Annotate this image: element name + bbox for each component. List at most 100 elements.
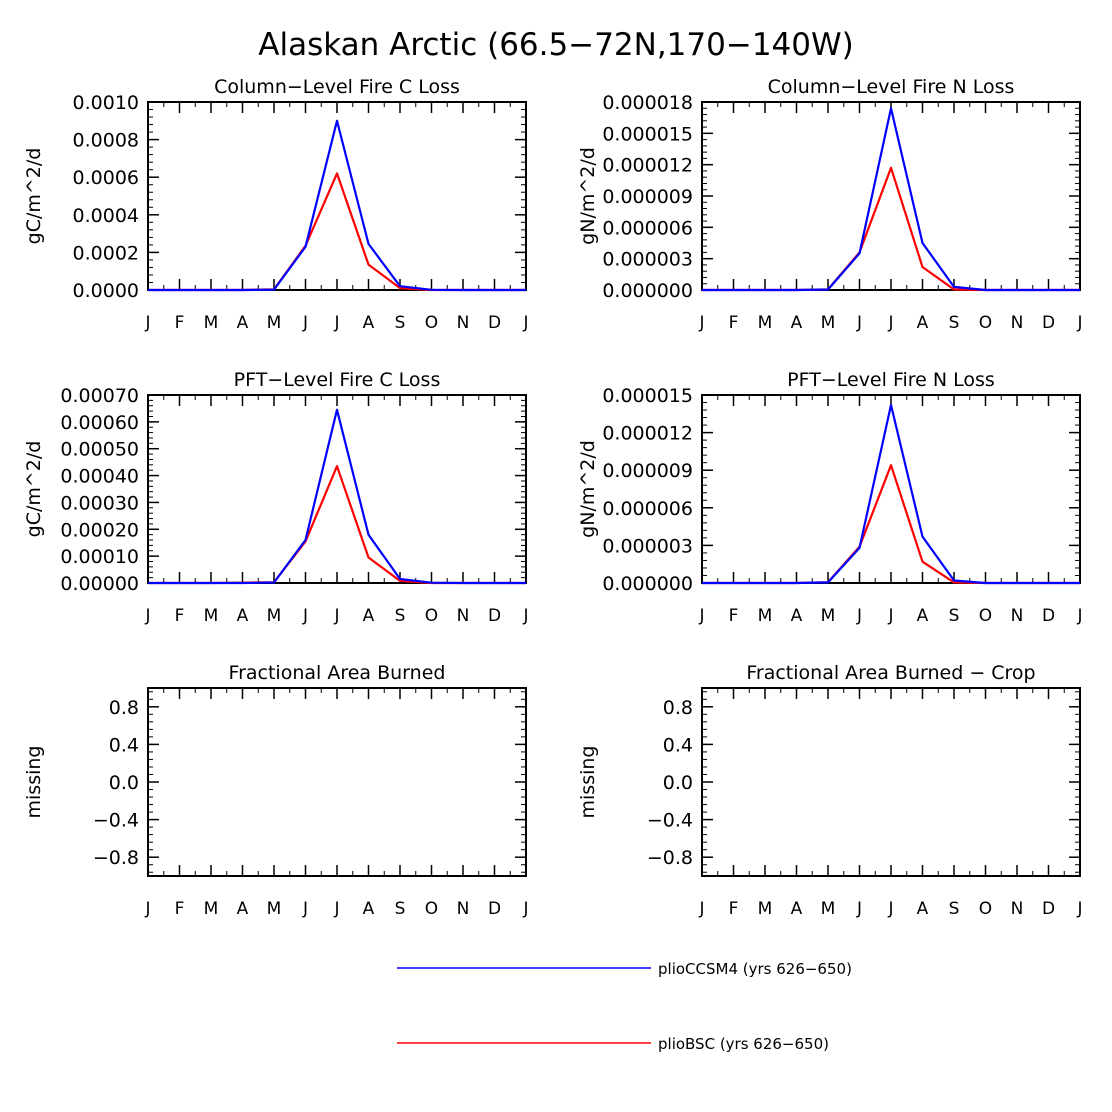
x-tick-label: S [949,313,960,333]
x-tick-label: J [1076,899,1082,919]
x-tick-label: J [887,606,893,626]
x-tick-label: O [979,606,992,626]
y-tick-label: 0.00070 [60,385,139,407]
x-tick-label: M [204,606,219,626]
plot-frame [701,394,1081,584]
legend-entry-2: plioBSC (yrs 626−650) [397,1035,829,1053]
y-tick-label: 0.000009 [602,186,693,208]
plot-frame [701,101,1081,291]
panel-title: Column−Level Fire N Loss [768,76,1015,98]
x-tick-label: A [363,606,375,626]
x-tick-label: J [333,899,339,919]
x-tick-label: A [363,313,375,333]
y-tick-label: 0.8 [663,697,693,719]
x-tick-label: F [729,899,739,919]
y-tick-label: 0.000000 [602,573,693,595]
x-tick-label: D [1042,313,1055,333]
x-tick-label: N [1011,899,1024,919]
panel-title: Column−Level Fire C Loss [214,76,460,98]
x-tick-label: J [302,313,308,333]
y-tick-label: −0.4 [647,810,693,832]
x-tick-label: J [698,606,704,626]
x-tick-label: O [425,899,438,919]
y-axis-label: missing [23,746,45,819]
y-tick-label: 0.0010 [73,92,139,114]
x-tick-label: J [1076,606,1082,626]
series-line-pliocCSM4 [702,403,1080,585]
y-tick-label: 0.00020 [60,519,139,541]
x-tick-label: M [204,899,219,919]
y-tick-label: 0.000018 [602,92,693,114]
plot-frame [147,394,527,584]
y-axis-label: gC/m^2/d [23,148,45,245]
x-tick-label: J [856,606,862,626]
y-tick-label: 0.0008 [73,130,139,152]
figure-title: Alaskan Arctic (66.5−72N,170−140W) [258,27,854,63]
x-tick-label: D [1042,606,1055,626]
x-tick-label: M [758,313,773,333]
series-line-pliobsc [702,464,1080,585]
y-tick-label: 0.000006 [602,217,693,239]
x-tick-label: J [522,899,528,919]
x-tick-label: F [175,313,185,333]
series-line-pliobsc [148,172,526,292]
series-line-pliobsc [702,166,1080,292]
y-tick-label: 0.0 [109,772,139,794]
x-tick-label: M [821,899,836,919]
y-tick-label: 0.0004 [73,205,139,227]
x-tick-label: J [856,899,862,919]
plot-frame [147,101,527,291]
x-tick-label: M [267,313,282,333]
x-tick-label: D [1042,899,1055,919]
x-tick-label: M [204,313,219,333]
panel-title: Fractional Area Burned [229,662,446,684]
x-tick-label: A [363,899,375,919]
y-tick-label: 0.000015 [602,385,693,407]
y-tick-label: −0.8 [93,847,139,869]
y-tick-label: 0.4 [663,734,693,756]
y-axis-label: gN/m^2/d [577,440,599,538]
x-tick-label: F [175,899,185,919]
panel-title: PFT−Level Fire N Loss [787,369,995,391]
x-tick-label: A [791,313,803,333]
series-line-pliocCSM4 [148,408,526,585]
y-tick-label: 0.000012 [602,423,693,445]
x-tick-label: M [267,606,282,626]
x-tick-label: N [1011,606,1024,626]
x-tick-label: A [237,313,249,333]
x-tick-label: J [144,606,150,626]
y-tick-label: 0.00030 [60,492,139,514]
y-axis-label: gN/m^2/d [577,147,599,245]
x-tick-label: F [729,313,739,333]
y-tick-label: 0.000015 [602,123,693,145]
x-tick-label: M [758,899,773,919]
y-tick-label: −0.4 [93,810,139,832]
x-tick-label: D [488,899,501,919]
y-tick-label: 0.8 [109,697,139,719]
x-tick-label: A [237,606,249,626]
y-tick-label: 0.00050 [60,439,139,461]
y-tick-label: −0.8 [647,847,693,869]
panel-title: PFT−Level Fire C Loss [234,369,441,391]
panel-title: Fractional Area Burned − Crop [746,662,1035,684]
x-tick-label: J [698,899,704,919]
x-tick-label: S [949,899,960,919]
y-tick-label: 0.000000 [602,280,693,302]
y-tick-label: 0.4 [109,734,139,756]
y-tick-label: 0.0002 [73,242,139,264]
legend-label: plioCCSM4 (yrs 626−650) [658,960,852,978]
x-tick-label: O [425,606,438,626]
series-line-pliocCSM4 [702,107,1080,292]
x-tick-label: J [698,313,704,333]
x-tick-label: J [144,313,150,333]
x-tick-label: A [791,606,803,626]
y-tick-label: 0.000003 [602,535,693,557]
plot-frame [147,687,527,877]
x-tick-label: A [917,606,929,626]
series-line-pliobsc [148,465,526,585]
